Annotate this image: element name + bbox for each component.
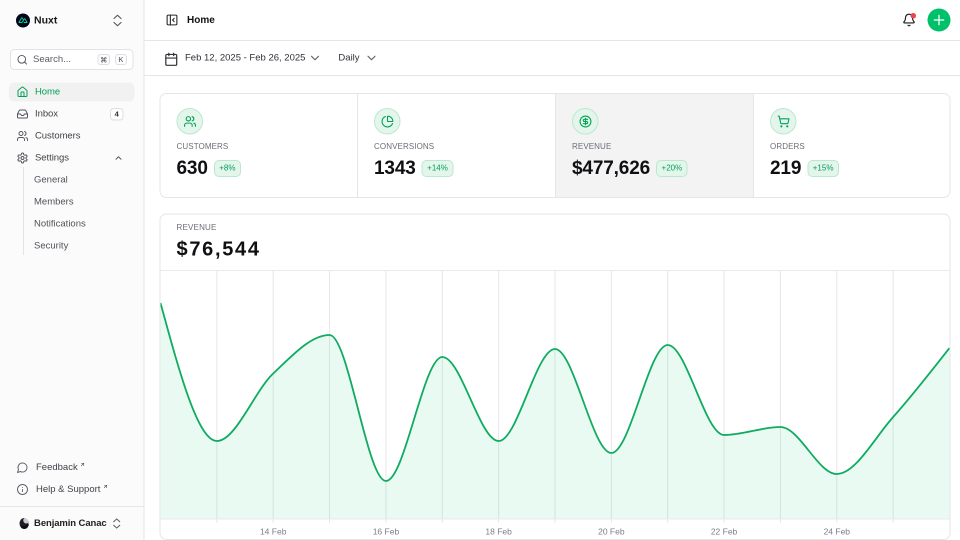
svg-text:18 Feb: 18 Feb <box>485 527 512 537</box>
svg-text:22 Feb: 22 Feb <box>711 527 738 537</box>
svg-text:20 Feb: 20 Feb <box>598 527 625 537</box>
svg-text:24 Feb: 24 Feb <box>824 527 851 537</box>
svg-text:16 Feb: 16 Feb <box>373 527 400 537</box>
svg-text:14 Feb: 14 Feb <box>260 527 287 537</box>
